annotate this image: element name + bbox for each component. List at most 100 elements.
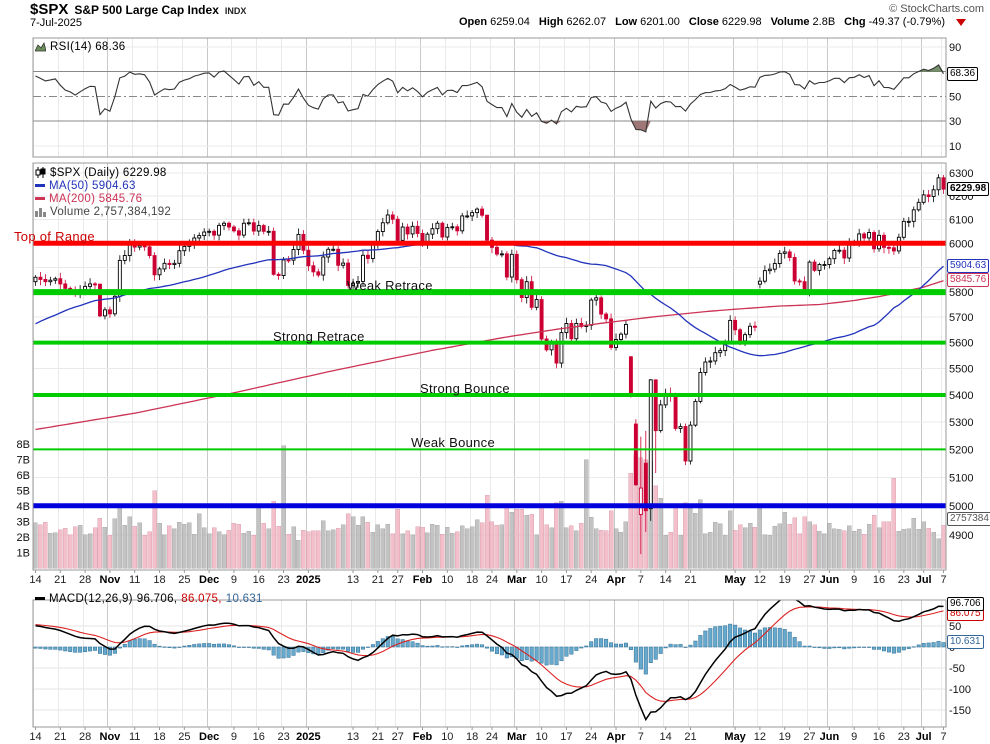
svg-text:5B: 5B — [17, 486, 30, 498]
svg-text:28: 28 — [79, 731, 91, 743]
quote-close: Close 6229.98 — [688, 16, 762, 28]
svg-text:5600: 5600 — [949, 338, 973, 350]
svg-text:50: 50 — [949, 91, 961, 103]
axis-tag-68.36: 68.36 — [947, 67, 979, 81]
svg-text:16: 16 — [873, 731, 885, 743]
svg-text:16: 16 — [253, 574, 265, 586]
price-legend: $SPX (Daily) 6229.98 MA(50) 5904.63 MA(2… — [35, 166, 171, 218]
svg-text:7: 7 — [638, 731, 644, 743]
svg-text:9: 9 — [231, 574, 237, 586]
svg-text:21: 21 — [54, 574, 66, 586]
svg-text:6300: 6300 — [949, 168, 973, 180]
quote-volume: Volume 2.8B — [770, 16, 836, 28]
svg-text:2B: 2B — [17, 532, 30, 544]
svg-text:2025: 2025 — [296, 731, 320, 743]
svg-text:6100: 6100 — [949, 214, 973, 226]
volume-legend-label[interactable]: Volume 2,757,384,192 — [50, 205, 172, 218]
macd-panel-border — [32, 599, 947, 728]
horizontal-levels — [33, 240, 946, 509]
macd-signal-value: 86.075, — [181, 592, 222, 605]
annotation-top-of-range[interactable]: Top of Range — [14, 229, 95, 244]
svg-text:17: 17 — [560, 574, 572, 586]
symbol[interactable]: $SPX — [30, 1, 69, 18]
rsi-area-icon — [35, 41, 46, 51]
index-title: S&P 500 Large Cap Index — [74, 3, 219, 17]
svg-text:23: 23 — [277, 731, 289, 743]
svg-text:Mar: Mar — [507, 574, 527, 586]
svg-text:21: 21 — [684, 731, 696, 743]
annotation-strong-bounce[interactable]: Strong Bounce — [420, 381, 510, 396]
svg-text:3B: 3B — [17, 517, 30, 529]
svg-text:5500: 5500 — [949, 364, 973, 376]
svg-text:-50: -50 — [949, 663, 965, 675]
svg-text:13: 13 — [347, 574, 359, 586]
svg-text:Apr: Apr — [607, 731, 627, 743]
svg-text:23: 23 — [277, 574, 289, 586]
svg-text:1B: 1B — [17, 548, 30, 560]
svg-text:-150: -150 — [949, 705, 971, 717]
svg-text:-100: -100 — [949, 684, 971, 696]
annotation-strong-retrace[interactable]: Strong Retrace — [273, 329, 365, 344]
svg-text:11: 11 — [129, 574, 140, 586]
svg-text:28: 28 — [79, 574, 91, 586]
ma50-legend-label[interactable]: MA(50) 5904.63 — [49, 179, 136, 192]
svg-text:5000: 5000 — [949, 501, 973, 513]
svg-text:10: 10 — [535, 731, 547, 743]
chg-down-arrow-icon — [956, 18, 966, 26]
rsi-plot — [33, 64, 946, 133]
svg-text:27: 27 — [392, 574, 404, 586]
svg-text:5200: 5200 — [949, 444, 973, 456]
axis-tag-2757384: 2757384 — [947, 512, 990, 526]
svg-text:Apr: Apr — [607, 574, 627, 586]
svg-text:12: 12 — [754, 574, 766, 586]
ma200-swatch-icon — [35, 197, 45, 200]
svg-text:10: 10 — [949, 141, 961, 153]
svg-text:18: 18 — [153, 731, 165, 743]
svg-text:21: 21 — [372, 731, 384, 743]
svg-text:10: 10 — [441, 574, 453, 586]
svg-text:14: 14 — [660, 574, 672, 586]
svg-text:10: 10 — [441, 731, 453, 743]
svg-text:14: 14 — [660, 731, 672, 743]
macd-value: 96.706, — [136, 592, 178, 605]
price-panel-border — [32, 162, 947, 571]
svg-text:24: 24 — [585, 731, 597, 743]
svg-text:21: 21 — [372, 574, 384, 586]
svg-text:5100: 5100 — [949, 472, 973, 484]
rsi-legend: RSI(14) 68.36 — [35, 40, 126, 53]
price-legend-label[interactable]: $SPX (Daily) 6229.98 — [50, 166, 167, 179]
candlestick-icon — [35, 167, 46, 178]
quote-chg: Chg -49.37 (-0.79%) — [844, 16, 945, 28]
macd-legend-name[interactable]: MACD(12,26,9) — [49, 592, 133, 605]
svg-text:7: 7 — [940, 731, 946, 743]
svg-text:Mar: Mar — [507, 731, 527, 743]
quote-strip: Open 6259.04 High 6262.07 Low 6201.00 Close 622… — [459, 16, 966, 28]
rsi-legend-label[interactable]: RSI(14) 68.36 — [50, 40, 126, 53]
axis-tag-96.706: 96.706 — [947, 597, 984, 611]
svg-text:5800: 5800 — [949, 287, 973, 299]
annotation-weak-retrace[interactable]: Weak Retrace — [347, 278, 433, 293]
svg-text:5400: 5400 — [949, 390, 973, 402]
svg-text:14: 14 — [29, 574, 41, 586]
svg-text:8B: 8B — [17, 439, 30, 451]
annotation-weak-bounce[interactable]: Weak Bounce — [411, 435, 495, 450]
svg-text:16: 16 — [873, 574, 885, 586]
svg-text:Nov: Nov — [100, 574, 122, 586]
svg-text:18: 18 — [153, 574, 165, 586]
svg-text:6B: 6B — [17, 470, 30, 482]
svg-text:5700: 5700 — [949, 312, 973, 324]
axis-tag-5845.76: 5845.76 — [947, 273, 990, 287]
ma200-legend-label[interactable]: MA(200) 5845.76 — [49, 192, 143, 205]
svg-text:5300: 5300 — [949, 417, 973, 429]
svg-text:Jun: Jun — [820, 731, 840, 743]
axis-tag-5904.63: 5904.63 — [947, 259, 990, 273]
svg-text:7B: 7B — [17, 455, 30, 467]
svg-text:24: 24 — [486, 574, 498, 586]
macd-legend: MACD(12,26,9) 96.706, 86.075, 10.631 — [35, 592, 263, 605]
svg-text:21: 21 — [54, 731, 66, 743]
svg-text:27: 27 — [803, 731, 815, 743]
svg-text:14: 14 — [29, 731, 41, 743]
copyright[interactable]: © StockCharts.com — [889, 3, 984, 15]
svg-text:4B: 4B — [17, 501, 30, 513]
svg-text:Dec: Dec — [199, 574, 219, 586]
